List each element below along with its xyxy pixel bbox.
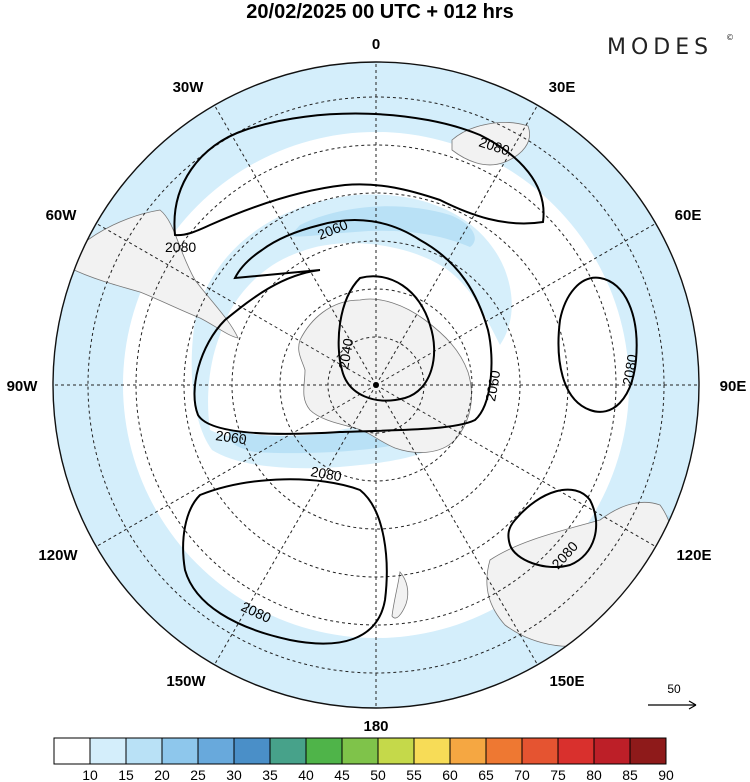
colorbar-label: 80 — [586, 767, 602, 782]
new-zealand-landmass — [391, 571, 409, 619]
colorbar-label: 30 — [226, 767, 242, 782]
longitude-label: 90W — [7, 378, 39, 395]
colorbar-label: 50 — [370, 767, 386, 782]
colorbar-label: 65 — [478, 767, 494, 782]
longitude-label: 30E — [549, 79, 576, 96]
contour-label: 2040 — [335, 337, 356, 371]
contour-line-2060-main — [193, 219, 493, 435]
colorbar-swatch — [305, 737, 343, 765]
copyright-mark: © — [726, 33, 734, 42]
colorbar-swatch — [161, 737, 199, 765]
longitude-label: 150E — [549, 673, 584, 690]
contour-line-2080-east — [557, 276, 638, 413]
brand-logo: MODES — [607, 35, 713, 60]
colorbar-swatch — [629, 737, 667, 765]
colorbar-label: 90 — [658, 767, 674, 782]
colorbar-swatch — [341, 737, 379, 765]
south-america-landmass — [69, 209, 239, 339]
colorbar-label: 45 — [334, 767, 350, 782]
longitude-label: 90E — [720, 378, 747, 395]
colorbar-label: 20 — [154, 767, 170, 782]
colorbar-swatch — [89, 737, 127, 765]
graticule — [53, 62, 699, 708]
colorbar-swatch — [125, 737, 163, 765]
colorbar-swatch — [53, 737, 91, 765]
polar-map: 2080 2080 2060 2040 2060 2080 2060 2080 … — [52, 61, 700, 709]
longitude-label: 150W — [166, 673, 206, 690]
height-contours: 2080 2080 2060 2040 2060 2080 2060 2080 … — [165, 112, 640, 645]
vector-legend: 50 — [648, 682, 697, 710]
colorbar: 10 15 20 25 30 35 40 45 50 55 60 65 70 75 80 85 90 — [53, 737, 674, 782]
colorbar-swatch — [269, 737, 307, 765]
contour-line-2080-southwest — [182, 478, 388, 645]
colorbar-label: 35 — [262, 767, 278, 782]
longitude-label: 60W — [46, 207, 78, 224]
colorbar-label: 85 — [622, 767, 638, 782]
colorbar-label: 75 — [550, 767, 566, 782]
contour-line-2080-southeast — [507, 488, 598, 569]
colorbar-swatch — [485, 737, 523, 765]
colorbar-swatch — [593, 737, 631, 765]
colorbar-swatch — [197, 737, 235, 765]
contour-line-2040-polar — [337, 275, 436, 402]
arrowhead-icon — [688, 700, 697, 710]
colorbar-label: 15 — [118, 767, 134, 782]
contour-label: 2060 — [482, 369, 503, 403]
contour-label: 2060 — [215, 427, 248, 447]
colorbar-swatch — [449, 737, 487, 765]
longitude-label: 120W — [38, 547, 78, 564]
colorbar-swatch — [233, 737, 271, 765]
longitude-labels: 0 30E 60E 90E 120E 150E 180 150W 120W 90… — [7, 36, 747, 735]
vector-scale-label: 50 — [667, 682, 681, 696]
antarctica-landmass — [298, 298, 472, 453]
colorbar-swatch — [521, 737, 559, 765]
jet-shading-inner-arc — [191, 194, 512, 469]
contour-label: 2080 — [619, 353, 640, 387]
colorbar-swatch — [377, 737, 415, 765]
longitude-label: 0 — [372, 36, 380, 53]
longitude-label: 60E — [675, 207, 702, 224]
jet-core-north — [290, 206, 475, 247]
colorbar-swatch — [413, 737, 451, 765]
colorbar-swatch — [557, 737, 595, 765]
longitude-label: 120E — [676, 547, 711, 564]
south-pole-marker — [373, 382, 379, 388]
colorbar-label: 25 — [190, 767, 206, 782]
jet-core-south — [228, 428, 401, 454]
map-disc-border — [52, 61, 700, 709]
contour-label: 2080 — [165, 239, 196, 255]
chart-title: 20/02/2025 00 UTC + 012 hrs — [246, 1, 513, 23]
longitude-label: 30W — [173, 79, 205, 96]
colorbar-label: 60 — [442, 767, 458, 782]
longitude-label: 180 — [363, 718, 388, 735]
colorbar-label: 10 — [82, 767, 98, 782]
contour-label: 2080 — [309, 463, 343, 484]
colorbar-label: 40 — [298, 767, 314, 782]
colorbar-label: 55 — [406, 767, 422, 782]
contour-line-2080-northwest — [173, 112, 545, 237]
colorbar-label: 70 — [514, 767, 530, 782]
